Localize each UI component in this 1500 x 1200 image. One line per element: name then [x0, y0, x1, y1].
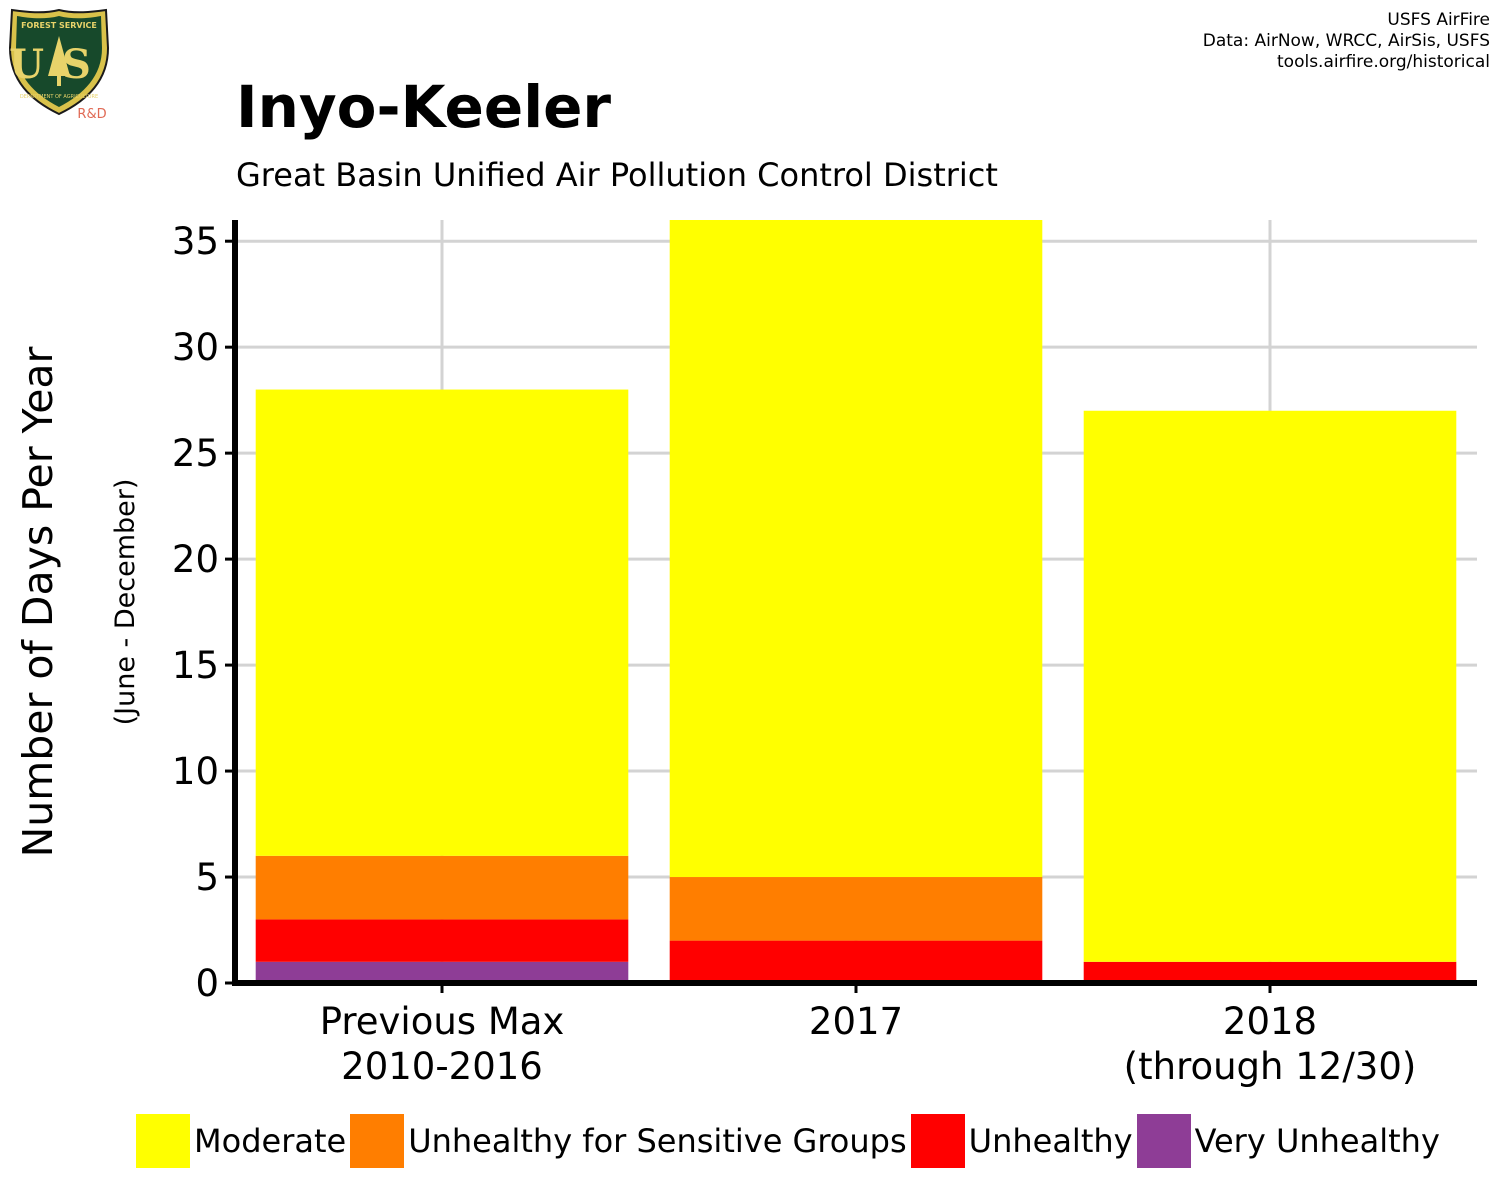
tree-icon: [48, 36, 70, 86]
legend-item: Unhealthy for Sensitive Groups: [350, 1114, 907, 1168]
bar-segment: [1083, 961, 1457, 983]
y-tick-label: 0: [195, 962, 219, 1005]
x-tick-label: (through 12/30): [1124, 1045, 1417, 1088]
chart-title: Inyo-Keeler: [236, 73, 612, 141]
legend-label: Very Unhealthy: [1194, 1122, 1440, 1160]
y-tick-label: 25: [172, 432, 219, 475]
y-tick-label: 10: [172, 750, 219, 793]
logo-suffix: R&D: [77, 107, 106, 120]
legend-item: Unhealthy: [910, 1114, 1133, 1168]
chart-subtitle: Great Basin Unified Air Pollution Contro…: [236, 156, 998, 194]
y-tick-label: 15: [172, 644, 219, 687]
y-axis-subtitle: (June - December): [110, 479, 141, 726]
bar-segment: [669, 220, 1043, 878]
bar-segment: [255, 919, 629, 962]
credit-line: tools.airfire.org/historical: [1277, 52, 1490, 72]
y-tick-label: 20: [172, 538, 219, 581]
logo-letters: US: [9, 41, 109, 88]
legend-label: Unhealthy for Sensitive Groups: [408, 1122, 907, 1160]
legend-swatch: [136, 1114, 190, 1168]
legend-label: Moderate: [194, 1122, 347, 1160]
bar-segment: [255, 855, 629, 920]
bar-segment: [255, 389, 629, 856]
x-tick-label: Previous Max: [320, 1000, 565, 1043]
legend-label: Unhealthy: [968, 1122, 1133, 1160]
credits: USFS AirFire Data: AirNow, WRCC, AirSis,…: [1203, 10, 1490, 73]
y-tick-label: 35: [172, 220, 219, 263]
bar-segment: [255, 961, 629, 983]
usfs-shield-logo: FOREST SERVICE US DEPARTMENT OF AGRICULT…: [8, 8, 110, 120]
credit-line: USFS AirFire: [1387, 10, 1490, 30]
legend-swatch: [1136, 1114, 1191, 1168]
y-tick-label: 30: [172, 326, 219, 369]
x-tick-label: 2017: [809, 1000, 903, 1043]
logo-top-text: FOREST SERVICE: [21, 21, 97, 30]
legend-swatch: [350, 1114, 405, 1168]
y-tick-label: 5: [195, 856, 219, 899]
bar-segment: [669, 877, 1043, 941]
legend-item: Moderate: [136, 1114, 346, 1168]
x-tick-label: 2010-2016: [341, 1045, 543, 1088]
credit-line: Data: AirNow, WRCC, AirSis, USFS: [1202, 31, 1490, 51]
legend: Moderate Unhealthy for Sensitive Groups Un…: [136, 1113, 1444, 1169]
legend-swatch: [910, 1114, 965, 1168]
bar-segment: [1083, 410, 1457, 962]
bar-segment: [669, 940, 1043, 983]
legend-item: Very Unhealthy: [1136, 1114, 1440, 1168]
logo-bottom-text: DEPARTMENT OF AGRICULTURE: [20, 94, 98, 100]
x-tick-label: 2018: [1223, 1000, 1317, 1043]
y-axis-title: Number of Days Per Year: [14, 346, 62, 857]
